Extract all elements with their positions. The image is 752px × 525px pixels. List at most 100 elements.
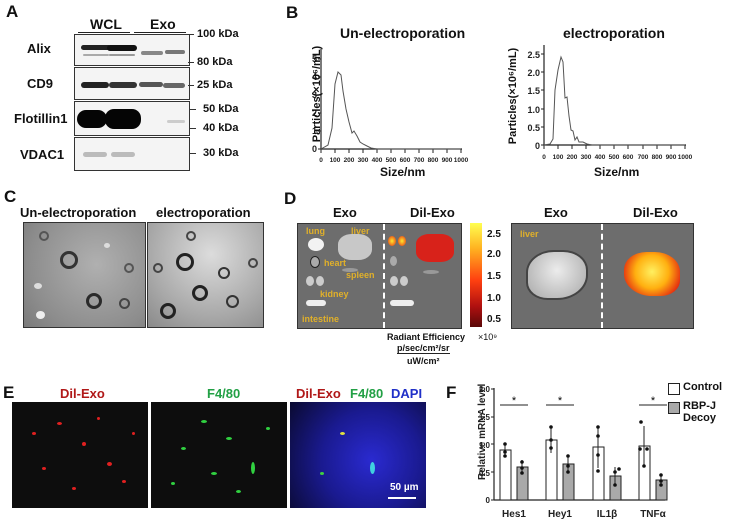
svg-text:*: * bbox=[558, 395, 563, 407]
svg-text:400: 400 bbox=[595, 154, 606, 161]
svg-text:800: 800 bbox=[428, 157, 439, 164]
colorbar-unit-numerator: p/sec/cm²/sr bbox=[397, 343, 450, 354]
ivis-organs-image: lung liver heart spleen kidney intestine bbox=[297, 223, 462, 329]
svg-text:0.5: 0.5 bbox=[479, 469, 491, 478]
group-label-wcl: WCL bbox=[90, 16, 122, 32]
nta-chart-un-electroporation: 0 1 2 3 4 5 0 100 200 300 400 500 600 700 800 900… bbox=[312, 49, 469, 164]
svg-text:*: * bbox=[651, 395, 656, 407]
svg-text:TNFα: TNFα bbox=[640, 509, 666, 520]
svg-text:600: 600 bbox=[400, 157, 411, 164]
svg-text:Hes1: Hes1 bbox=[502, 509, 526, 520]
blot-cd9 bbox=[74, 67, 190, 100]
title-merge-dapi: DAPI bbox=[391, 386, 423, 401]
svg-text:200: 200 bbox=[567, 154, 578, 161]
blot-flotillin1 bbox=[74, 101, 190, 136]
svg-text:0: 0 bbox=[319, 157, 323, 164]
colorbar-tick-1.5: 1.5 bbox=[487, 271, 501, 282]
svg-text:3: 3 bbox=[312, 90, 317, 100]
nta-title-electroporation: electroporation bbox=[563, 25, 665, 41]
svg-text:700: 700 bbox=[638, 154, 649, 161]
marker-30kda: 30 kDa bbox=[203, 147, 239, 159]
svg-text:0.5: 0.5 bbox=[527, 123, 540, 133]
fluorescence-f4-80 bbox=[151, 402, 287, 508]
scale-bar bbox=[388, 497, 416, 499]
group-bar-exo bbox=[134, 32, 186, 33]
ivis-col-dil-exo: Dil-Exo bbox=[410, 205, 455, 220]
nta-chart-electroporation: 0 0.5 1.0 1.5 2.0 2.5 0 100 200 300 400 500 60… bbox=[527, 45, 693, 161]
organ-label-lung: lung bbox=[306, 226, 325, 236]
blot-alix bbox=[74, 34, 190, 66]
title-dil-exo: Dil-Exo bbox=[60, 386, 105, 401]
panel-label-f: F bbox=[446, 383, 457, 402]
marker-40kda: 40 kDa bbox=[203, 122, 239, 134]
svg-text:900: 900 bbox=[666, 154, 677, 161]
svg-text:1.0: 1.0 bbox=[527, 105, 540, 115]
legend-swatch-rbpj-decoy bbox=[668, 402, 680, 414]
legend-label-rbpj-decoy: RBP-J Decoy bbox=[683, 400, 717, 424]
marker-100kda: 100 kDa bbox=[197, 28, 239, 40]
tem-title-electroporation: electroporation bbox=[156, 205, 251, 220]
colorbar-tick-2.5: 2.5 bbox=[487, 229, 501, 240]
svg-text:1.5: 1.5 bbox=[527, 86, 540, 96]
svg-text:900: 900 bbox=[442, 157, 453, 164]
panel-label-b: B bbox=[286, 3, 299, 22]
mrna-bar-chart: Relative mRNA level 2.01.51.00.50 * * * … bbox=[477, 383, 668, 520]
colorbar-tick-0.5: 0.5 bbox=[487, 314, 501, 325]
svg-text:2: 2 bbox=[312, 108, 317, 118]
svg-text:1.0: 1.0 bbox=[479, 441, 491, 450]
svg-text:*: * bbox=[512, 395, 517, 407]
nta-xlabel-right: Size/nm bbox=[594, 165, 640, 179]
title-merge-f4-80: F4/80 bbox=[350, 386, 384, 401]
nta-title-un-electroporation: Un-electroporation bbox=[340, 25, 466, 41]
svg-text:Hey1: Hey1 bbox=[548, 509, 572, 520]
protein-label-alix: Alix bbox=[27, 41, 51, 56]
svg-text:0: 0 bbox=[486, 496, 491, 505]
svg-text:100: 100 bbox=[330, 157, 341, 164]
colorbar-multiplier: ×10⁹ bbox=[478, 332, 498, 342]
svg-text:5: 5 bbox=[312, 54, 317, 64]
svg-text:600: 600 bbox=[623, 154, 634, 161]
ivis-liver-image: liver bbox=[511, 223, 694, 329]
svg-text:500: 500 bbox=[609, 154, 620, 161]
svg-text:700: 700 bbox=[414, 157, 425, 164]
tem-image-electroporation bbox=[147, 222, 264, 328]
marker-80kda: 80 kDa bbox=[197, 56, 233, 68]
svg-text:Relative mRNA level: Relative mRNA level bbox=[477, 383, 488, 480]
group-label-exo: Exo bbox=[150, 16, 176, 32]
fluorescence-merge: 50 µm bbox=[290, 402, 426, 508]
svg-text:400: 400 bbox=[372, 157, 383, 164]
liver-col-exo: Exo bbox=[544, 205, 568, 220]
svg-text:800: 800 bbox=[652, 154, 663, 161]
radiant-efficiency-colorbar bbox=[470, 223, 482, 327]
svg-text:2.5: 2.5 bbox=[527, 50, 540, 60]
panel-label-c: C bbox=[4, 187, 17, 206]
marker-50kda: 50 kDa bbox=[203, 103, 239, 115]
panel-label-e: E bbox=[3, 383, 15, 402]
marker-25kda: 25 kDa bbox=[197, 79, 233, 91]
title-f4-80: F4/80 bbox=[207, 386, 241, 401]
organ-label-liver: liver bbox=[351, 226, 370, 236]
svg-text:2.0: 2.0 bbox=[479, 385, 491, 394]
svg-text:0: 0 bbox=[542, 154, 546, 161]
nta-xlabel-left: Size/nm bbox=[380, 165, 426, 179]
liver-label: liver bbox=[520, 229, 539, 239]
title-merge-dil-exo: Dil-Exo bbox=[296, 386, 341, 401]
svg-text:0: 0 bbox=[535, 141, 540, 151]
legend-swatch-control bbox=[668, 383, 680, 395]
colorbar-tick-1.0: 1.0 bbox=[487, 293, 501, 304]
protein-label-cd9: CD9 bbox=[27, 76, 54, 91]
organ-label-intestine: intestine bbox=[302, 314, 340, 324]
svg-text:IL1β: IL1β bbox=[597, 509, 618, 520]
nta-ylabel-left: Particles(×10⁶/mL) bbox=[311, 45, 323, 143]
scale-bar-label: 50 µm bbox=[390, 482, 419, 493]
svg-text:1000: 1000 bbox=[678, 154, 693, 161]
tem-image-un-electroporation bbox=[23, 222, 146, 328]
colorbar-title: Radiant Efficiency bbox=[387, 332, 466, 342]
tem-title-un-electroporation: Un-electroporation bbox=[20, 205, 137, 220]
svg-text:0: 0 bbox=[312, 144, 317, 154]
ivis-col-exo: Exo bbox=[333, 205, 357, 220]
organ-label-kidney: kidney bbox=[320, 289, 349, 299]
group-bar-wcl bbox=[78, 32, 130, 33]
colorbar-unit-denominator: uW/cm² bbox=[407, 356, 440, 366]
panel-label-a: A bbox=[6, 2, 19, 21]
